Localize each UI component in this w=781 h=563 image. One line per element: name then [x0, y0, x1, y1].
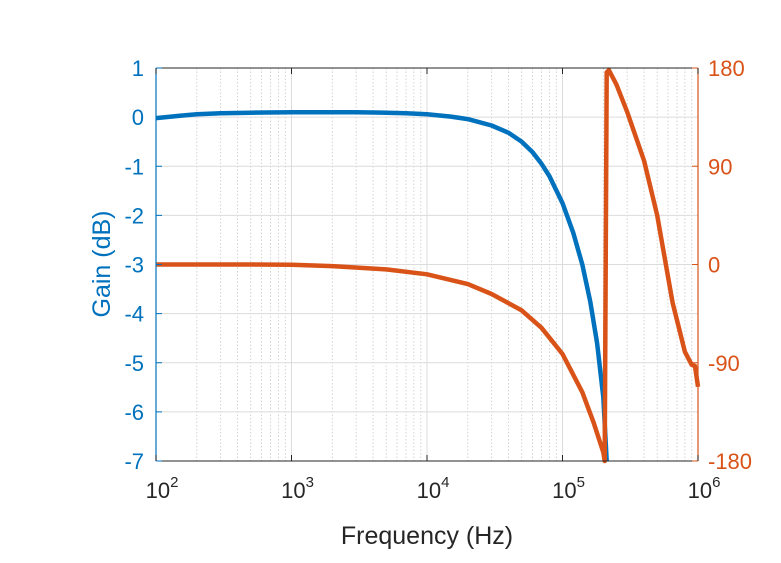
x-tick-label: 102	[146, 474, 179, 503]
y-left-tick-label: -6	[124, 400, 144, 425]
y-left-tick-label: -1	[124, 154, 144, 179]
x-tick-label: 103	[281, 474, 314, 503]
y-left-tick-label: -7	[124, 449, 144, 474]
x-tick-label: 105	[552, 474, 585, 503]
labels: 1 0 -1 -2 -3 -4 -5 -6 -7 180 90 0 -90 -180 102 103 104 10…	[124, 56, 752, 503]
x-axis-label: Frequency (Hz)	[341, 522, 513, 550]
y-left-tick-label: 1	[132, 56, 144, 81]
y-left-tick-label: -4	[124, 302, 144, 327]
y-right-tick-label: 90	[708, 154, 732, 179]
y-left-tick-label: 0	[132, 105, 144, 130]
series-layer	[155, 67, 701, 464]
ticks	[155, 67, 699, 462]
y-left-tick-label: -3	[124, 253, 144, 278]
x-tick-label: 106	[688, 474, 721, 503]
y-left-tick-label: -5	[124, 351, 144, 376]
series-phase-line	[156, 67, 701, 464]
y-axis-label: Gain (dB)	[88, 211, 116, 318]
y-right-tick-label: 0	[708, 253, 720, 278]
y-right-tick-label: -90	[708, 351, 740, 376]
x-tick-label: 104	[417, 474, 450, 503]
y-right-tick-label: -180	[708, 449, 752, 474]
series-gain-line	[155, 109, 609, 462]
y-right-tick-label: 180	[708, 56, 745, 81]
y-left-tick-label: -2	[124, 203, 144, 228]
